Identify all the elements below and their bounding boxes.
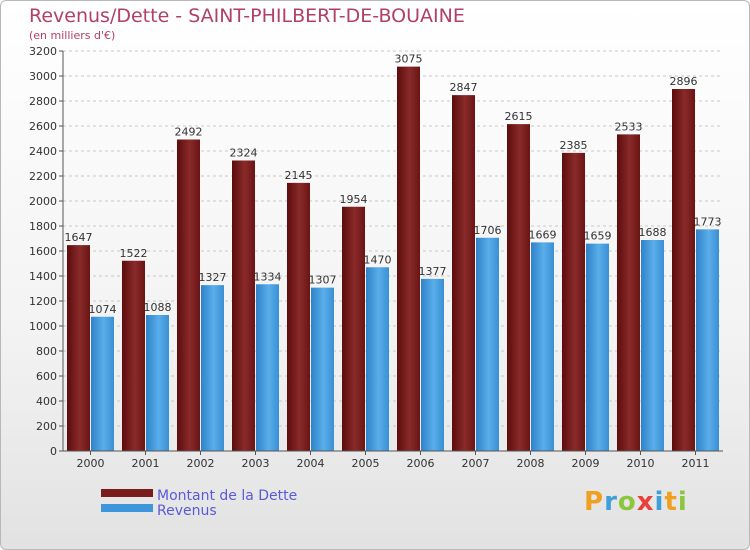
- y-tick-label: 1800: [29, 220, 57, 233]
- data-label-dette: 1522: [120, 247, 148, 260]
- y-tick-label: 1400: [29, 270, 57, 283]
- x-tick-label: 2010: [627, 457, 655, 470]
- x-tick-label: 2002: [187, 457, 215, 470]
- y-tick-label: 2600: [29, 120, 57, 133]
- bar-revenus: [641, 240, 664, 451]
- logo-letter: i: [654, 487, 665, 517]
- data-label-revenus: 1470: [364, 253, 392, 266]
- bar-dette: [507, 124, 530, 451]
- data-label-revenus: 1327: [199, 271, 227, 284]
- bar-dette: [672, 89, 695, 451]
- data-label-revenus: 1088: [144, 301, 172, 314]
- data-label-revenus: 1688: [639, 226, 667, 239]
- data-label-revenus: 1307: [309, 274, 337, 287]
- bar-dette: [122, 260, 145, 451]
- logo-letter: o: [617, 487, 637, 517]
- data-label-dette: 2615: [505, 110, 533, 123]
- bar-revenus: [256, 284, 279, 451]
- y-tick-label: 3000: [29, 70, 57, 83]
- x-tick-label: 2003: [242, 457, 270, 470]
- data-label-dette: 2847: [450, 81, 478, 94]
- x-tick-label: 2006: [407, 457, 435, 470]
- x-tick-label: 2004: [297, 457, 325, 470]
- data-label-dette: 2492: [175, 126, 203, 139]
- bar-revenus: [586, 243, 609, 451]
- y-tick-label: 3200: [29, 45, 57, 58]
- x-tick-label: 2011: [682, 457, 710, 470]
- data-label-dette: 2324: [230, 147, 258, 160]
- legend-label-debt: Montant de la Dette: [157, 488, 297, 504]
- logo-letter: x: [636, 487, 655, 517]
- chart-title: Revenus/Dette - SAINT-PHILBERT-DE-BOUAIN…: [29, 5, 465, 27]
- grid-lines: [63, 50, 723, 452]
- data-label-dette: 1954: [340, 193, 368, 206]
- legend-label-revenus: Revenus: [157, 503, 217, 519]
- data-label-revenus: 1659: [584, 230, 612, 243]
- bar-dette: [287, 182, 310, 451]
- y-tick-label: 2400: [29, 145, 57, 158]
- y-tick-label: 1600: [29, 245, 57, 258]
- legend-swatch-debt: [101, 489, 153, 497]
- data-label-dette: 2145: [285, 169, 313, 182]
- y-tick-label: 200: [36, 420, 57, 433]
- data-label-dette: 1647: [65, 231, 93, 244]
- data-label-revenus: 1334: [254, 270, 282, 283]
- proxiti-logo: Proxiti: [584, 487, 688, 517]
- logo-letter: t: [664, 487, 678, 517]
- bar-revenus: [366, 267, 389, 451]
- bar-revenus: [201, 285, 224, 451]
- legend: Montant de la Dette Revenus: [101, 488, 297, 519]
- y-tick-label: 1000: [29, 320, 57, 333]
- x-tick-label: 2001: [132, 457, 160, 470]
- data-label-revenus: 1074: [89, 303, 117, 316]
- x-tick-label: 2008: [517, 457, 545, 470]
- bar-revenus: [146, 315, 169, 451]
- data-label-dette: 2533: [615, 120, 643, 133]
- data-label-dette: 2385: [560, 139, 588, 152]
- bar-revenus: [421, 278, 444, 451]
- legend-swatch-revenus: [101, 504, 153, 512]
- y-tick-label: 600: [36, 370, 57, 383]
- y-tick-label: 400: [36, 395, 57, 408]
- y-tick-label: 1200: [29, 295, 57, 308]
- bar-revenus: [696, 229, 719, 451]
- bar-dette: [562, 152, 585, 451]
- axes: 0 200 400 600 800 1000 1200 1400 1600 1800 2000 220…: [29, 45, 723, 470]
- chart-subtitle: (en milliers d'€): [29, 29, 116, 42]
- bar-dette: [232, 160, 255, 451]
- data-label-dette: 3075: [395, 53, 423, 66]
- bar-dette: [397, 66, 420, 451]
- logo-letter: P: [584, 487, 605, 517]
- bar-dette: [342, 206, 365, 451]
- data-label-revenus: 1706: [474, 224, 502, 237]
- bar-revenus: [311, 287, 334, 451]
- y-tick-label: 2000: [29, 195, 57, 208]
- bar-dette: [617, 134, 640, 451]
- x-tick-label: 2009: [572, 457, 600, 470]
- data-label-revenus: 1669: [529, 228, 557, 241]
- data-label-revenus: 1377: [419, 265, 447, 278]
- x-tick-label: 2000: [77, 457, 105, 470]
- bars: 1647 1074 1522 1088 2492 1327 2324 1334 2145 1307…: [65, 53, 722, 451]
- y-tick-label: 2200: [29, 170, 57, 183]
- x-tick-label: 2005: [352, 457, 380, 470]
- bar-dette: [177, 139, 200, 451]
- bar-revenus: [476, 237, 499, 451]
- y-tick-label: 2800: [29, 95, 57, 108]
- logo-letter: i: [677, 487, 688, 517]
- logo-letter: r: [604, 487, 618, 517]
- bar-dette: [67, 245, 90, 451]
- bar-revenus: [91, 316, 114, 451]
- y-tick-label: 0: [50, 445, 57, 458]
- y-tick-label: 800: [36, 345, 57, 358]
- bar-revenus: [531, 242, 554, 451]
- x-tick-label: 2007: [462, 457, 490, 470]
- data-label-revenus: 1773: [694, 215, 722, 228]
- data-label-dette: 2896: [670, 75, 698, 88]
- bar-dette: [452, 95, 475, 451]
